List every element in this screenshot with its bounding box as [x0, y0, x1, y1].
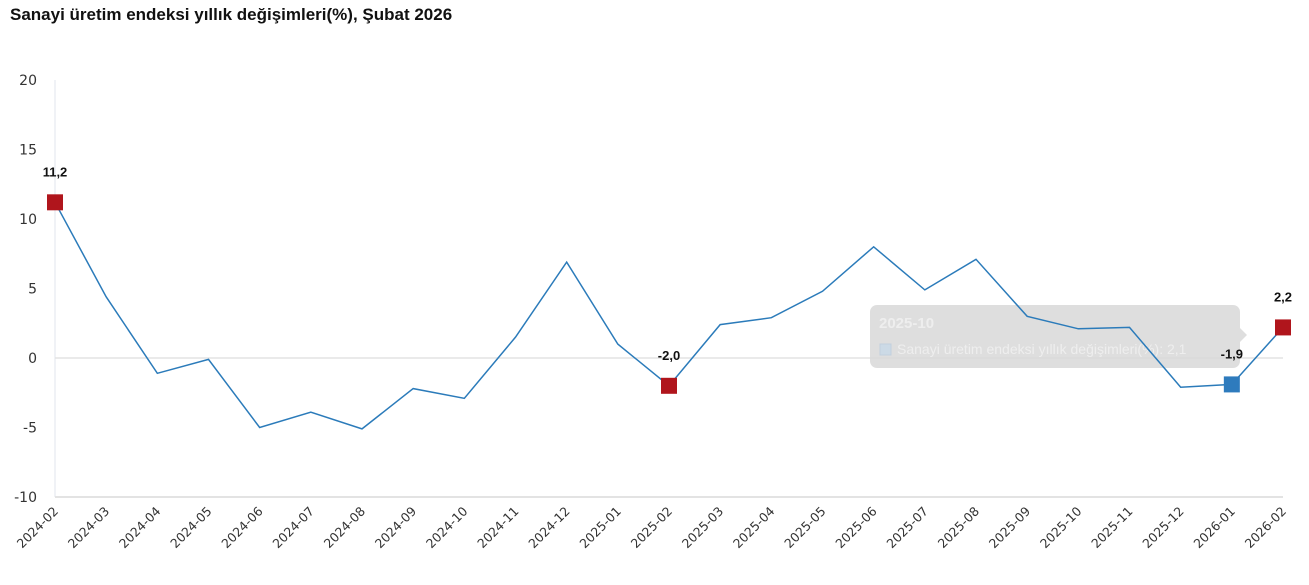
y-axis: 20 15 10 5 0 -5 -10	[14, 73, 37, 506]
x-tick-label: 2025-02	[628, 504, 676, 552]
x-tick-label: 2025-12	[1139, 504, 1187, 552]
x-axis: 2024-02 2024-03 2024-04 2024-05 2024-06 2024-…	[14, 503, 1290, 551]
tooltip: 2025-10 Sanayi üretim endeksi yıllık değ…	[870, 305, 1247, 368]
highlight-markers: 11,2 -2,0 -1,9 2,2	[43, 164, 1292, 394]
y-tick-label: 5	[28, 282, 37, 298]
x-tick-label: 2025-05	[781, 504, 829, 552]
x-tick-label: 2024-10	[423, 503, 471, 551]
data-point-marker-icon[interactable]	[661, 377, 677, 394]
x-tick-label: 2024-06	[218, 503, 266, 551]
x-tick-label: 2026-02	[1242, 504, 1290, 552]
y-tick-label: 15	[19, 143, 37, 159]
data-label: 2,2	[1274, 289, 1292, 304]
x-tick-label: 2025-08	[935, 503, 983, 551]
tooltip-pointer	[1240, 328, 1247, 342]
chart-title: Sanayi üretim endeksi yıllık değişimleri…	[10, 5, 453, 24]
data-label: 11,2	[43, 164, 68, 179]
x-tick-label: 2025-03	[679, 504, 727, 552]
x-tick-label: 2024-09	[372, 503, 420, 551]
x-tick-label: 2026-01	[1190, 504, 1238, 552]
x-tick-label: 2024-04	[116, 503, 164, 551]
x-tick-label: 2025-06	[832, 503, 880, 551]
x-tick-label: 2025-10	[1037, 503, 1085, 551]
x-tick-label: 2025-07	[883, 504, 931, 552]
data-point-marker-icon[interactable]	[1275, 319, 1291, 336]
data-point-marker-icon[interactable]	[1223, 376, 1240, 393]
y-tick-label: 0	[28, 351, 37, 367]
x-tick-label: 2024-11	[474, 504, 522, 552]
y-tick-label: 10	[19, 212, 37, 228]
x-tick-label: 2024-08	[321, 503, 369, 551]
tooltip-series-swatch-icon	[879, 343, 892, 356]
tooltip-series-value: Sanayi üretim endeksi yıllık değişimleri…	[897, 341, 1187, 357]
x-tick-label: 2024-02	[14, 504, 62, 552]
tooltip-title: 2025-10	[879, 315, 934, 332]
data-point-marker-icon[interactable]	[47, 194, 63, 211]
x-tick-label: 2024-07	[269, 504, 317, 552]
x-tick-label: 2024-12	[525, 504, 573, 552]
x-tick-label: 2025-04	[730, 503, 778, 551]
data-label: -1,9	[1221, 346, 1243, 361]
tooltip-box	[870, 305, 1240, 368]
y-tick-label: -10	[14, 490, 37, 506]
y-tick-label: -5	[23, 421, 37, 437]
x-tick-label: 2025-11	[1088, 504, 1136, 552]
y-tick-label: 20	[19, 73, 37, 89]
x-tick-label: 2025-09	[986, 503, 1034, 551]
data-label: -2,0	[658, 348, 680, 363]
x-tick-label: 2025-01	[576, 504, 624, 552]
x-tick-label: 2024-03	[65, 504, 113, 552]
x-tick-label: 2024-05	[167, 504, 215, 552]
